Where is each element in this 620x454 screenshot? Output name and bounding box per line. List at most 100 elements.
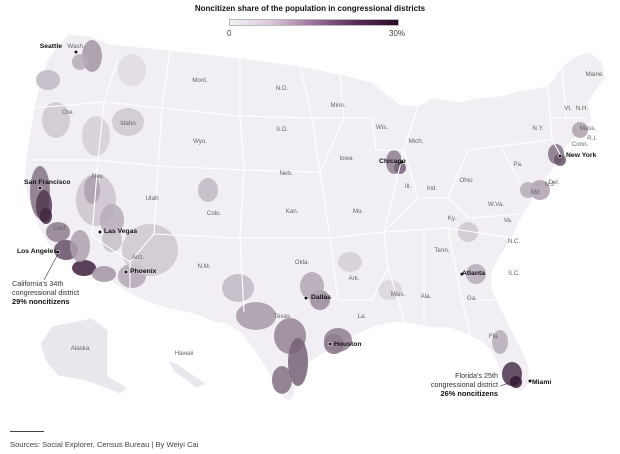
state-border bbox=[447, 197, 521, 219]
city-label: Dallas bbox=[311, 294, 331, 301]
city-label: Chicago bbox=[379, 158, 406, 165]
state-border bbox=[387, 267, 407, 327]
city-label: Atlanta bbox=[462, 270, 485, 277]
shaded-district bbox=[118, 54, 146, 86]
state-label: N.M. bbox=[197, 263, 210, 270]
callout-text: California's 34th bbox=[12, 279, 63, 288]
state-label: Fla. bbox=[489, 333, 500, 340]
shaded-district bbox=[100, 204, 124, 236]
state-border bbox=[547, 85, 553, 141]
state-label: Maine bbox=[586, 71, 603, 78]
state-label: Neb. bbox=[279, 170, 292, 177]
state-label: N.D. bbox=[276, 85, 289, 92]
shaded-district bbox=[112, 108, 144, 136]
city-label: Los Angeles bbox=[17, 248, 57, 255]
state-label: Md. bbox=[531, 189, 542, 196]
legend-gradient-bar bbox=[229, 19, 399, 26]
shaded-district bbox=[554, 154, 566, 166]
hawaii-shape bbox=[167, 359, 207, 389]
state-label: R.I. bbox=[587, 135, 597, 142]
state-border bbox=[329, 237, 372, 301]
shaded-district bbox=[236, 302, 276, 330]
city-marker bbox=[303, 295, 309, 301]
state-label: Tenn. bbox=[434, 247, 449, 254]
shaded-district bbox=[40, 208, 52, 224]
shaded-district bbox=[72, 260, 96, 276]
city-label: New York bbox=[566, 152, 597, 159]
shaded-district bbox=[70, 230, 90, 262]
callout-leader-line bbox=[499, 379, 519, 387]
state-border bbox=[383, 197, 419, 233]
state-border bbox=[403, 149, 469, 199]
callout-emphasis: 26% noncitizens bbox=[441, 389, 499, 398]
city-label: Phoenix bbox=[130, 268, 157, 275]
city-label: Houston bbox=[334, 341, 362, 348]
state-border bbox=[329, 105, 419, 239]
state-label: S.C. bbox=[508, 270, 520, 277]
legend-min-label: 0 bbox=[227, 29, 232, 38]
alaska-shape bbox=[39, 317, 129, 395]
state-label: Idaho bbox=[120, 120, 136, 127]
callout-text: congressional district bbox=[12, 288, 79, 297]
contiguous-us-outline bbox=[23, 33, 607, 403]
state-label: Minn. bbox=[330, 102, 345, 109]
city-marker bbox=[73, 49, 79, 55]
city-label: Miami bbox=[532, 379, 551, 386]
shaded-district bbox=[492, 330, 508, 354]
state-label: Ariz. bbox=[132, 254, 145, 261]
city-marker bbox=[327, 341, 333, 347]
city-marker bbox=[557, 153, 563, 159]
shaded-district bbox=[338, 252, 362, 272]
state-label: Ohio bbox=[459, 177, 473, 184]
city-label: San Francisco bbox=[24, 179, 70, 186]
callout-emphasis: 29% noncitizens bbox=[12, 297, 70, 306]
state-label: Nev. bbox=[92, 173, 105, 180]
state-label: N.J. bbox=[544, 181, 555, 188]
state-border bbox=[312, 117, 404, 151]
state-label: Alaska bbox=[71, 345, 90, 352]
shaded-district bbox=[300, 272, 324, 300]
callout-text: congressional district bbox=[431, 380, 498, 389]
state-label: Vt. bbox=[564, 105, 572, 112]
city-marker bbox=[37, 185, 43, 191]
state-label: Kan. bbox=[286, 208, 299, 215]
state-label: N.Y. bbox=[532, 125, 544, 132]
state-label: Del. bbox=[548, 179, 559, 186]
shaded-district bbox=[520, 182, 536, 198]
city-marker bbox=[55, 249, 61, 255]
shaded-district bbox=[82, 116, 110, 156]
state-border-layer bbox=[30, 49, 586, 335]
state-label: Miss. bbox=[391, 291, 406, 298]
shaded-district bbox=[122, 224, 178, 276]
state-label: Hawaii bbox=[175, 350, 194, 357]
shaded-district bbox=[466, 264, 486, 284]
city-marker bbox=[527, 378, 533, 384]
city-label: Las Vegas bbox=[104, 228, 137, 235]
shaded-district bbox=[198, 178, 218, 202]
state-label: Ala. bbox=[421, 293, 432, 300]
shaded-district bbox=[222, 274, 254, 302]
state-label: Colo. bbox=[207, 210, 222, 217]
state-label: Va. bbox=[504, 217, 513, 224]
state-label: Mich. bbox=[409, 138, 424, 145]
city-marker bbox=[123, 269, 129, 275]
shaded-district bbox=[288, 338, 308, 386]
state-label: Calif. bbox=[53, 225, 67, 232]
land-layer bbox=[23, 33, 607, 403]
state-label: Okla. bbox=[295, 259, 310, 266]
shaded-district bbox=[510, 376, 522, 388]
state-border bbox=[91, 159, 131, 294]
shaded-district bbox=[84, 176, 100, 204]
callout-text: Florida's 25th bbox=[455, 371, 498, 380]
state-label: N.C. bbox=[508, 238, 521, 245]
shaded-district bbox=[324, 328, 352, 352]
city-label: Seattle bbox=[40, 43, 63, 50]
shaded-district bbox=[46, 222, 70, 242]
shaded-district bbox=[42, 102, 70, 138]
state-label: Conn. bbox=[572, 141, 589, 148]
shaded-district bbox=[72, 54, 88, 70]
state-label: Utah bbox=[145, 195, 159, 202]
state-label: Ore. bbox=[62, 109, 74, 116]
